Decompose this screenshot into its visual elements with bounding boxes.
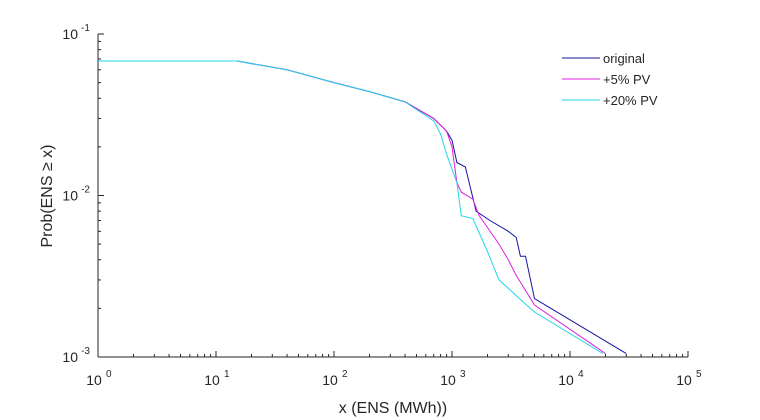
y-tick-exponent: -1 <box>81 23 90 34</box>
y-tick-exponent: -3 <box>81 346 90 357</box>
legend-label-3: +20% PV <box>603 93 658 108</box>
y-axis-label: Prob(ENS ≥ x) <box>39 144 56 247</box>
legend-label-2: +5% PV <box>603 72 651 87</box>
x-tick-label: 10 <box>322 372 338 388</box>
y-tick-label: 10 <box>62 349 78 365</box>
x-tick-exponent: 1 <box>224 369 230 380</box>
axes <box>97 34 688 358</box>
series-line-2 <box>98 60 606 355</box>
x-tick-label: 10 <box>86 372 102 388</box>
y-tick-label: 10 <box>62 26 78 42</box>
x-tick-exponent: 2 <box>342 369 348 380</box>
ticks: 10 0 10 1 10 2 10 3 10 4 10 5-310-210-110 <box>62 23 702 388</box>
x-tick-label: 10 <box>676 372 692 388</box>
legend: original +5% PV +20% PV <box>562 51 658 108</box>
series-line-3 <box>98 60 604 355</box>
x-tick-label: 10 <box>440 372 456 388</box>
x-tick-label: 10 <box>558 372 574 388</box>
series-layer <box>98 60 627 355</box>
x-tick-exponent: 0 <box>106 369 112 380</box>
x-axis-label: x (ENS (MWh)) <box>339 400 447 417</box>
x-tick-exponent: 3 <box>460 369 466 380</box>
y-tick-label: 10 <box>62 188 78 204</box>
x-tick-exponent: 5 <box>696 369 702 380</box>
x-tick-label: 10 <box>204 372 220 388</box>
x-tick-exponent: 4 <box>578 369 584 380</box>
series-line-1 <box>98 60 627 355</box>
y-tick-exponent: -2 <box>81 185 90 196</box>
legend-label-1: original <box>603 51 645 66</box>
